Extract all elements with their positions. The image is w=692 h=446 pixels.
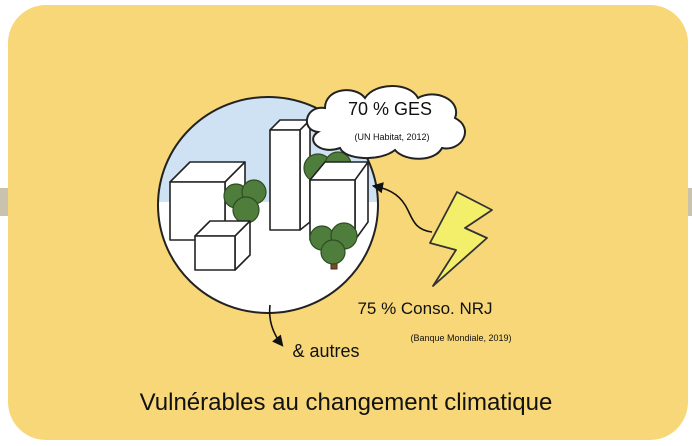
caption: Vulnérables au changement climatique bbox=[140, 389, 553, 416]
cloud-source: (UN Habitat, 2012) bbox=[354, 132, 429, 142]
others-label: & autres bbox=[292, 341, 359, 361]
page: 70 % GES (UN Habitat, 2012) 75 % Conso. … bbox=[0, 0, 692, 446]
energy-source: (Banque Mondiale, 2019) bbox=[410, 333, 511, 343]
energy-title: 75 % Conso. NRJ bbox=[357, 299, 492, 318]
cloud-title: 70 % GES bbox=[348, 99, 432, 119]
cloud bbox=[307, 86, 465, 159]
